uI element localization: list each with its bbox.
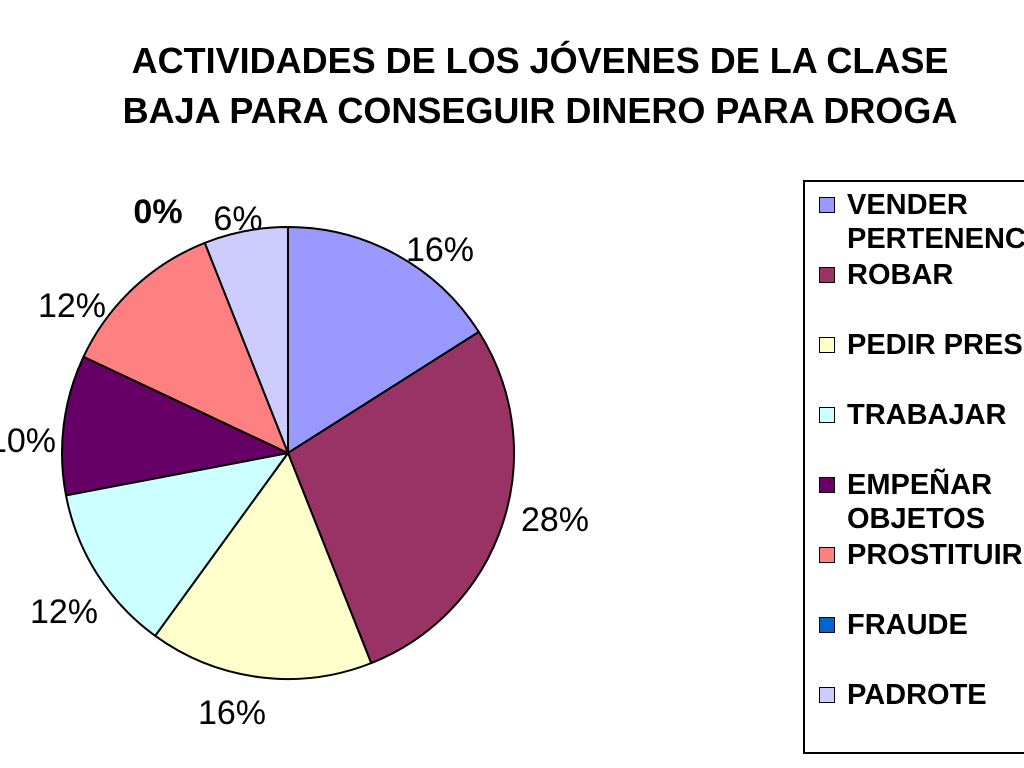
pie-data-labels: 16% 28% 16% 12% 10% 12% 0% 6% — [0, 193, 589, 732]
data-label-padrote: 6% — [213, 200, 262, 238]
data-label-pedir-pres: 16% — [198, 694, 266, 732]
legend-swatch-trabajar — [819, 407, 835, 423]
legend-label-pedir-pres: PEDIR PRES — [847, 329, 1023, 361]
legend-swatch-empeñar — [819, 477, 835, 493]
pie-slice-robar — [287, 330, 515, 665]
chart-title-line-1: ACTIVIDADES DE LOS JÓVENES DE LA CLASE — [131, 40, 949, 81]
pie-slice-empeñar — [61, 355, 289, 497]
pie-slice-prostituir — [82, 241, 289, 454]
legend-swatch-padrote — [819, 687, 835, 703]
data-label-prostituir: 12% — [38, 287, 106, 325]
legend-label-robar: ROBAR — [847, 259, 954, 291]
legend: VENDER PERTENENC ROBAR PEDIR PRES TRABAJAR E… — [803, 180, 1024, 754]
data-label-empeñar: 10% — [0, 422, 56, 460]
data-label-fraude: 0% — [133, 193, 182, 231]
chart-title-line-2: BAJA PARA CONSEGUIR DINERO PARA DROGA — [122, 90, 958, 131]
pie-slice-trabajar — [65, 452, 289, 637]
legend-swatch-vender — [819, 197, 835, 213]
legend-label-fraude: FRAUDE — [847, 609, 968, 641]
pie-slices — [61, 226, 515, 680]
legend-label-empeñar: EMPEÑAR OBJETOS — [847, 469, 993, 535]
legend-label-prostituir: PROSTITUIR — [847, 539, 1023, 571]
pie-slice-pedir-pres — [154, 452, 373, 680]
data-label-vender: 16% — [406, 231, 474, 269]
pie-slice-vender — [287, 226, 480, 454]
legend-swatch-fraude — [819, 617, 835, 633]
pie-slice-padrote — [203, 226, 289, 454]
legend-label-trabajar: TRABAJAR — [847, 399, 1007, 431]
legend-swatch-prostituir — [819, 547, 835, 563]
legend-label-padrote: PADROTE — [847, 679, 987, 711]
legend-swatch-pedir-pres — [819, 337, 835, 353]
data-label-trabajar: 12% — [30, 593, 98, 631]
data-label-robar: 28% — [521, 501, 589, 539]
legend-label-vender: VENDER PERTENENC — [847, 189, 1024, 255]
legend-swatch-robar — [819, 267, 835, 283]
